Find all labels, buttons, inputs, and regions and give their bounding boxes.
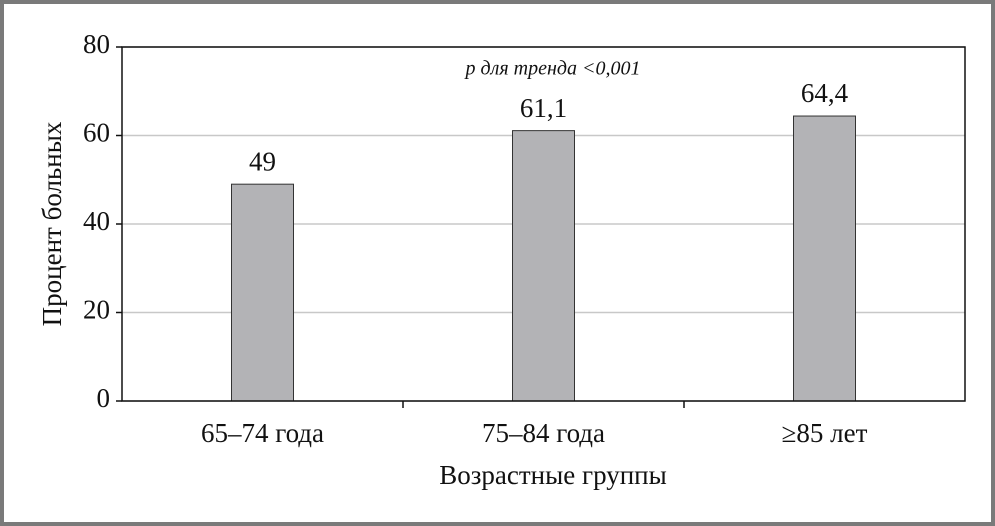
bar <box>512 130 575 402</box>
bar <box>231 183 294 402</box>
x-tick-label: ≥85 лет <box>782 418 868 448</box>
y-tick-label: 80 <box>83 29 110 59</box>
annotation: p для тренда <0,001 <box>464 58 641 80</box>
value-label: 61,1 <box>520 93 567 123</box>
value-label: 64,4 <box>801 78 849 108</box>
value-label: 49 <box>249 146 276 176</box>
bar <box>793 115 856 402</box>
y-tick-label: 0 <box>97 383 111 413</box>
y-tick-label: 40 <box>83 206 110 236</box>
x-tick-label: 65–74 года <box>201 418 324 448</box>
y-axis-title: Процент больных <box>37 121 67 326</box>
x-axis-title: Возрастные группы <box>439 460 667 490</box>
y-tick-label: 60 <box>83 118 110 148</box>
x-tick-label: 75–84 года <box>482 418 605 448</box>
plot-frame <box>121 46 966 402</box>
y-tick-label: 20 <box>83 295 110 325</box>
